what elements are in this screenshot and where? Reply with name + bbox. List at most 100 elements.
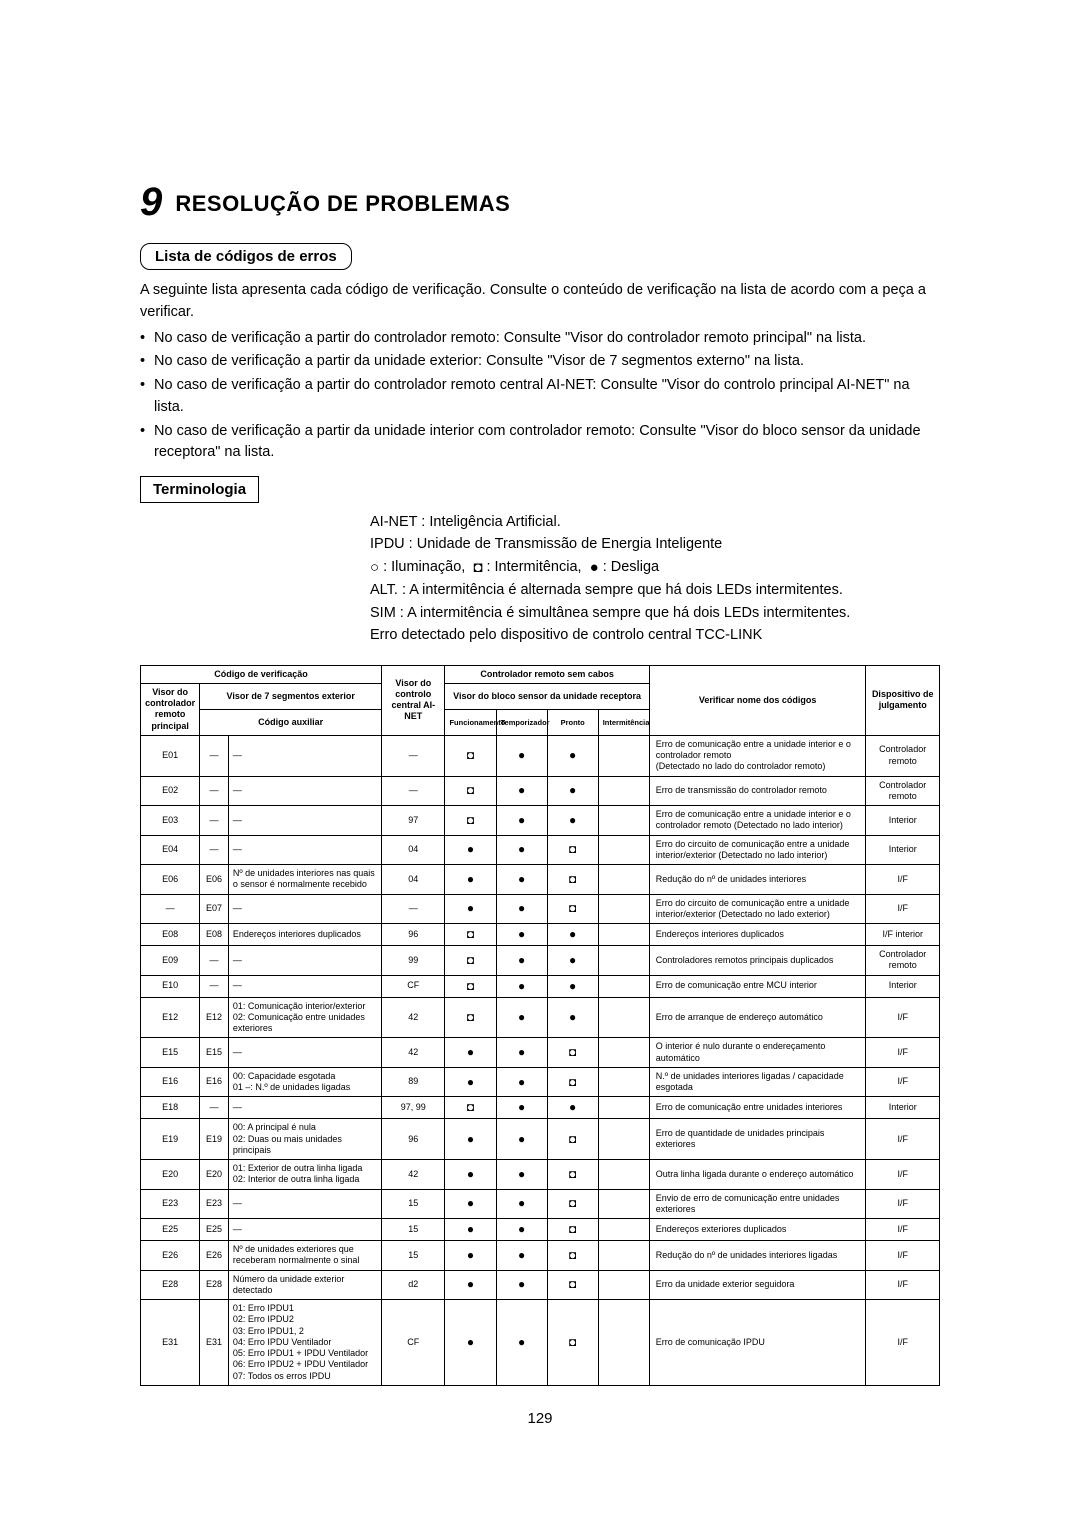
table-cell: E01 [141,735,200,776]
table-cell: ◘ [547,835,598,865]
table-cell: ● [547,735,598,776]
table-cell: 97, 99 [382,1097,445,1119]
table-cell [598,835,649,865]
page-number: 129 [140,1410,940,1427]
table-cell: I/F [866,1270,940,1300]
table-cell: ● [496,1097,547,1119]
table-cell: ● [547,806,598,836]
section-heading-1: Lista de códigos de erros [140,243,352,270]
table-cell: ● [547,975,598,997]
table-cell [598,735,649,776]
table-cell: I/F [866,894,940,924]
table-cell: I/F [866,1067,940,1097]
table-cell: E07 [200,894,229,924]
table-cell: ◘ [445,1097,496,1119]
table-cell: 89 [382,1067,445,1097]
chapter-number: 9 [140,180,163,224]
table-cell: CF [382,975,445,997]
table-cell: 01: Exterior de outra linha ligada02: In… [228,1160,381,1190]
table-cell: ● [496,924,547,946]
table-cell: E12 [141,997,200,1038]
table-cell: ● [445,1119,496,1160]
table-cell: ◘ [547,1038,598,1068]
table-cell: ● [496,1270,547,1300]
table-cell: 96 [382,924,445,946]
table-cell: I/F [866,1189,940,1219]
table-cell: Erro da unidade exterior seguidora [649,1270,866,1300]
table-cell: — [228,975,381,997]
table-cell: E28 [141,1270,200,1300]
table-cell: Erro de comunicação entre a unidade inte… [649,735,866,776]
termo-symbols-line: ○ : Iluminação, ◘ : Intermitência, ● : D… [370,556,940,579]
table-cell: — [228,735,381,776]
circle-blink-icon: ◘ [473,559,482,576]
table-cell: E18 [141,1097,200,1119]
table-cell: E15 [200,1038,229,1068]
table-cell: ● [496,1189,547,1219]
table-cell: ● [445,1067,496,1097]
table-row: E20E2001: Exterior de outra linha ligada… [141,1160,940,1190]
table-cell: ● [547,1097,598,1119]
table-cell: ● [496,1160,547,1190]
table-cell: E09 [141,946,200,976]
table-cell: ◘ [547,1270,598,1300]
table-cell [598,1067,649,1097]
circle-filled-icon: ● [590,559,599,576]
table-cell: I/F [866,1241,940,1271]
table-cell: 99 [382,946,445,976]
table-cell: — [228,1097,381,1119]
table-cell: 00: Capacidade esgotada01 –: N.º de unid… [228,1067,381,1097]
table-row: E16E1600: Capacidade esgotada01 –: N.º d… [141,1067,940,1097]
table-cell [598,997,649,1038]
table-cell: 15 [382,1219,445,1241]
table-cell: E15 [141,1038,200,1068]
table-cell: E16 [200,1067,229,1097]
table-cell [598,975,649,997]
table-cell: ◘ [445,806,496,836]
table-cell: ◘ [547,1300,598,1386]
table-cell: 97 [382,806,445,836]
table-cell: ● [496,1219,547,1241]
table-cell: E25 [200,1219,229,1241]
termo-line: SIM : A intermitência é simultânea sempr… [370,602,940,624]
table-cell: — [200,806,229,836]
table-cell: ● [445,1219,496,1241]
table-cell: Envio de erro de comunicação entre unida… [649,1189,866,1219]
table-cell: E08 [200,924,229,946]
table-cell: ● [496,1119,547,1160]
table-cell [598,1038,649,1068]
table-cell: ● [547,946,598,976]
table-cell: Erro de transmissão do controlador remot… [649,776,866,806]
table-cell: — [141,894,200,924]
table-cell: — [228,806,381,836]
table-cell: E19 [200,1119,229,1160]
table-cell: ● [445,894,496,924]
table-cell: — [200,1097,229,1119]
table-row: E02———◘●●Erro de transmissão do controla… [141,776,940,806]
table-cell: E06 [141,865,200,895]
table-cell: E02 [141,776,200,806]
table-cell: — [200,946,229,976]
table-cell [598,1119,649,1160]
table-cell: 42 [382,1038,445,1068]
table-cell: Endereços interiores duplicados [228,924,381,946]
circle-open-icon: ○ [370,559,379,576]
table-row: E18——97, 99◘●●Erro de comunicação entre … [141,1097,940,1119]
table-cell [598,1097,649,1119]
table-row: E09——99◘●●Controladores remotos principa… [141,946,940,976]
table-row: E25E25—15●●◘Endereços exteriores duplica… [141,1219,940,1241]
table-cell: E20 [200,1160,229,1190]
table-cell: Erro de comunicação IPDU [649,1300,866,1386]
table-cell: ● [496,1300,547,1386]
table-cell: — [382,894,445,924]
table-cell: Interior [866,975,940,997]
table-cell: E04 [141,835,200,865]
table-row: E10——CF◘●●Erro de comunicação entre MCU … [141,975,940,997]
table-cell: ◘ [445,975,496,997]
table-cell: Erro de quantidade de unidades principai… [649,1119,866,1160]
table-cell: ◘ [547,1160,598,1190]
table-cell: Erro de comunicação entre MCU interior [649,975,866,997]
table-cell: ● [547,776,598,806]
table-cell: ◘ [445,997,496,1038]
table-cell: ● [496,865,547,895]
